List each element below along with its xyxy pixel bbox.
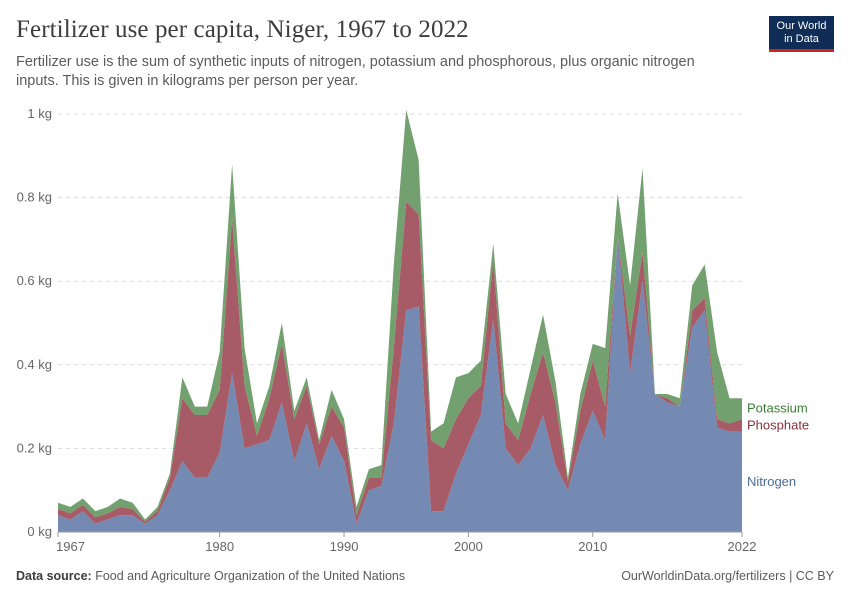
owid-logo[interactable]: Our World in Data	[769, 16, 834, 52]
area-potassium	[58, 109, 742, 522]
series-label-phosphate: Phosphate	[747, 417, 809, 432]
logo-line-1: Our World	[776, 20, 827, 32]
series-label-potassium: Potassium	[747, 400, 808, 415]
area-phosphate	[58, 201, 742, 524]
data-source-label: Data source:	[16, 569, 92, 583]
x-tick-label: 1980	[205, 539, 234, 554]
y-tick-label: 0.8 kg	[17, 190, 52, 205]
x-tick-label: 2010	[578, 539, 607, 554]
x-tick-label: 1967	[56, 539, 85, 554]
area-nitrogen	[58, 235, 742, 532]
y-tick-label: 0.2 kg	[17, 440, 52, 455]
y-tick-label: 0.6 kg	[17, 273, 52, 288]
chart-subtitle: Fertilizer use is the sum of synthetic i…	[16, 54, 695, 89]
axes: 0 kg 0.2 kg 0.4 kg 0.6 kg 0.8 kg 1 kg 1967 1980…	[17, 106, 757, 554]
y-tick-label: 1 kg	[27, 106, 52, 121]
chart-title: Fertilizer use per capita, Niger, 1967 t…	[16, 16, 469, 43]
x-tick-label: 2022	[728, 539, 757, 554]
source-url-link[interactable]: OurWorldinData.org/fertilizers | CC BY	[621, 569, 834, 583]
series-labels: Nitrogen Phosphate Potassium	[747, 400, 809, 488]
y-tick-label: 0.4 kg	[17, 357, 52, 372]
logo-line-2: in Data	[784, 32, 819, 45]
x-tick-label: 2000	[454, 539, 483, 554]
data-source-text: Food and Agriculture Organization of the…	[95, 569, 406, 583]
data-source-note: Data source: Food and Agriculture Organi…	[16, 569, 405, 583]
x-tick-label: 1990	[330, 539, 359, 554]
y-tick-label: 0 kg	[27, 524, 52, 539]
series-label-nitrogen: Nitrogen	[747, 474, 796, 489]
stacked-areas	[58, 109, 742, 532]
